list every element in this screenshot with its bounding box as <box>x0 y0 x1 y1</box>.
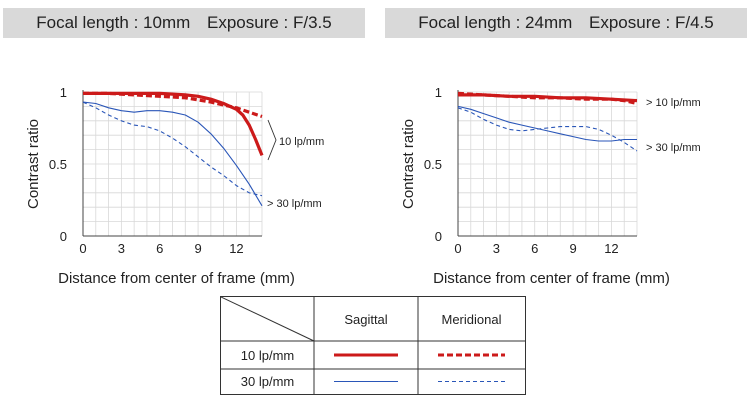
legend-row-label: 30 lp/mm <box>240 374 295 389</box>
x-tick-label: 6 <box>156 241 163 256</box>
mtf-chart-10mm: 0 3 6 9 12 0 0.5 1 Distance from center of frame… <box>25 85 324 287</box>
series-line-30-lp-mm-sagittal <box>457 105 637 142</box>
y-axis-label: Contrast ratio <box>25 119 42 209</box>
x-tick-label: 0 <box>79 241 86 256</box>
legend-table: Sagittal Meridional 10 lp/mm 30 lp/mm <box>220 296 526 395</box>
series-line-10-lp-mm-sagittal <box>83 91 264 156</box>
grid <box>82 91 263 237</box>
x-tick-label: 0 <box>454 241 461 256</box>
exposure-label: Exposure : F/3.5 <box>207 13 332 32</box>
legend-header-meridional: Meridional <box>441 311 502 327</box>
legend-header-sagittal: Sagittal <box>344 311 388 327</box>
y-tick-label: 0.5 <box>49 157 67 172</box>
series-line-30-lp-mm-meridional <box>457 107 638 152</box>
chart-banner-10mm: Focal length : 10mm Exposure : F/3.5 <box>3 8 365 38</box>
annotation-30lp: > 30 lp/mm <box>267 198 322 210</box>
annotation-10lp: > 10 lp/mm <box>646 97 701 109</box>
y-tick-label: 1 <box>435 85 442 100</box>
x-tick-label: 12 <box>604 241 618 256</box>
x-tick-label: 9 <box>194 241 201 256</box>
annotation-30lp: > 30 lp/mm <box>646 142 701 154</box>
exposure-label: Exposure : F/4.5 <box>589 13 714 32</box>
series-line-30-lp-mm-sagittal <box>82 101 263 207</box>
y-tick-label: 0 <box>435 229 442 244</box>
series-line-10-lp-mm-meridional <box>457 91 638 106</box>
series-line-10-lp-mm-meridional <box>83 91 263 119</box>
legend-grid <box>221 297 525 394</box>
series-line-30-lp-mm-meridional <box>82 101 263 197</box>
mtf-chart-24mm: 0 3 6 9 12 0 0.5 1 Distance from center of frame… <box>400 85 701 287</box>
x-axis-label: Distance from center of frame (mm) <box>433 270 670 287</box>
annotation-10lp: 10 lp/mm <box>279 136 324 148</box>
legend-diagonal <box>221 297 315 342</box>
x-tick-label: 12 <box>229 241 243 256</box>
annotation-bracket <box>267 119 277 161</box>
x-tick-label: 3 <box>118 241 125 256</box>
y-tick-label: 0.5 <box>424 157 442 172</box>
focal-length-label: Focal length : 10mm <box>36 13 191 32</box>
x-tick-label: 9 <box>569 241 576 256</box>
x-tick-label: 3 <box>493 241 500 256</box>
y-tick-label: 1 <box>60 85 67 100</box>
legend-row-label: 10 lp/mm <box>240 347 295 363</box>
x-axis-label: Distance from center of frame (mm) <box>58 270 295 287</box>
y-tick-label: 0 <box>60 229 67 244</box>
chart-banner-24mm: Focal length : 24mm Exposure : F/4.5 <box>385 8 747 38</box>
y-axis-label: Contrast ratio <box>400 119 417 209</box>
x-tick-label: 6 <box>531 241 538 256</box>
focal-length-label: Focal length : 24mm <box>418 13 573 32</box>
